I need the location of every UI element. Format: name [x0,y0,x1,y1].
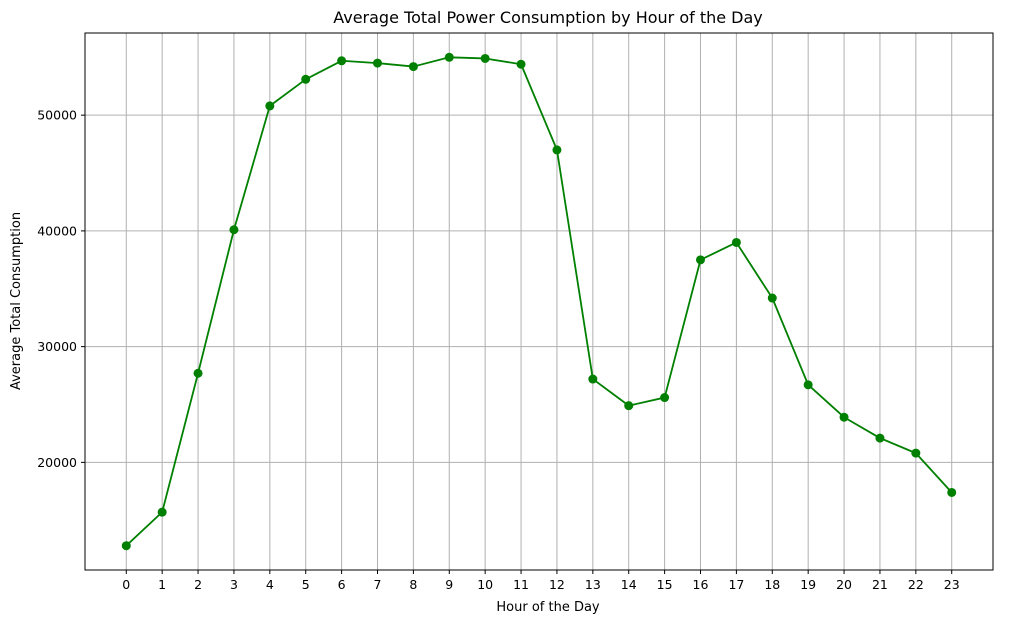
data-point [337,56,347,66]
data-point [480,53,490,63]
x-tick-label: 18 [764,577,780,592]
data-point [803,380,813,390]
data-point [121,541,131,551]
x-tick-label: 16 [693,577,709,592]
x-tick-label: 13 [585,577,601,592]
data-point [624,401,634,411]
grid-layer [85,33,993,570]
data-point [839,412,849,422]
x-tick-label: 23 [944,577,960,592]
data-point [408,62,418,72]
data-point [444,52,454,62]
x-tick-label: 10 [477,577,493,592]
data-point [947,487,957,497]
y-tick-label: 40000 [37,223,77,238]
x-tick-label: 4 [266,577,274,592]
y-tick-label: 50000 [37,108,77,123]
x-tick-label: 21 [872,577,888,592]
data-point [588,374,598,384]
data-point [301,74,311,84]
x-tick-label: 7 [374,577,382,592]
series-line [125,56,953,547]
plot-area-frame [84,32,994,571]
data-point [696,255,706,265]
x-tick-label: 19 [800,577,816,592]
x-tick-label: 9 [445,577,453,592]
data-point [552,145,562,155]
data-point [660,393,670,403]
x-tick-label: 20 [836,577,852,592]
x-tick-label: 1 [158,577,166,592]
y-tick-label: 20000 [37,455,77,470]
x-tick-label: 17 [728,577,744,592]
data-point [875,433,885,443]
y-axis-label: Average Total Consumption [9,212,24,390]
x-tick-label: 2 [194,577,202,592]
x-tick-label: 8 [409,577,417,592]
x-tick-label: 5 [302,577,310,592]
x-tick-label: 6 [338,577,346,592]
data-point [372,58,382,68]
x-tick-label: 22 [908,577,924,592]
chart-title: Average Total Power Consumption by Hour … [333,8,763,27]
data-point [193,368,203,378]
data-point [516,59,526,69]
data-point [265,101,275,111]
x-tick-label: 3 [230,577,238,592]
x-tick-label: 0 [122,577,130,592]
series-layer [121,52,957,551]
data-point [767,293,777,303]
x-tick-label: 15 [657,577,673,592]
data-point [911,448,921,458]
data-point [731,237,741,247]
x-tick-label: 14 [621,577,637,592]
x-tick-label: 11 [513,577,529,592]
y-tick-label: 30000 [37,339,77,354]
ticks-layer: 0 1 2 3 4 5 6 7 8 9 10 11 12 13 14 15 16 17 18 19 20 21 22 2320… [37,108,959,592]
x-tick-label: 12 [549,577,565,592]
x-axis-label: Hour of the Day [496,600,600,615]
data-point [229,225,239,235]
data-point [157,507,167,517]
